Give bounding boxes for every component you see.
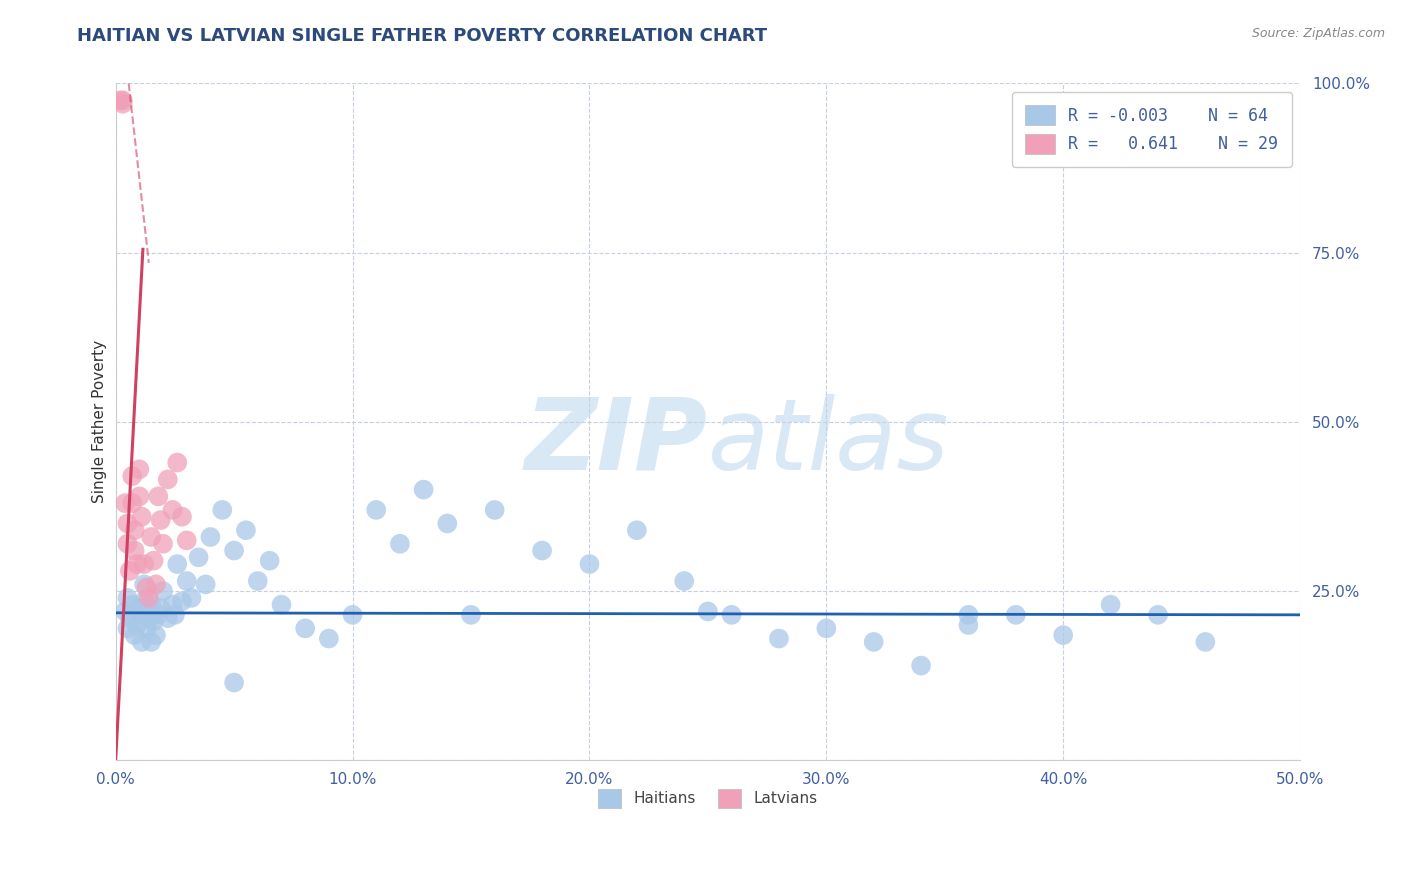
Point bbox=[111, 96, 134, 111]
Point bbox=[121, 598, 143, 612]
Point bbox=[342, 607, 364, 622]
Point bbox=[170, 509, 193, 524]
Point bbox=[149, 601, 172, 615]
Point bbox=[166, 456, 188, 470]
Point bbox=[176, 574, 198, 588]
Point bbox=[114, 604, 136, 618]
Point bbox=[121, 496, 143, 510]
Point bbox=[135, 621, 157, 635]
Point bbox=[246, 574, 269, 588]
Point bbox=[117, 516, 139, 531]
Point bbox=[696, 604, 718, 618]
Point bbox=[1005, 607, 1028, 622]
Point bbox=[211, 503, 233, 517]
Legend: Haitians, Latvians: Haitians, Latvians bbox=[592, 783, 824, 814]
Point bbox=[720, 607, 742, 622]
Point bbox=[142, 554, 165, 568]
Point bbox=[484, 503, 506, 517]
Point bbox=[436, 516, 458, 531]
Point bbox=[162, 503, 184, 517]
Point bbox=[194, 577, 217, 591]
Point bbox=[162, 598, 184, 612]
Point bbox=[131, 635, 153, 649]
Point bbox=[121, 469, 143, 483]
Point bbox=[149, 513, 172, 527]
Point bbox=[145, 577, 167, 591]
Point bbox=[128, 489, 150, 503]
Point bbox=[388, 537, 411, 551]
Point bbox=[1147, 607, 1170, 622]
Point bbox=[124, 523, 146, 537]
Point bbox=[128, 601, 150, 615]
Point bbox=[110, 94, 132, 108]
Point bbox=[148, 607, 170, 622]
Point bbox=[124, 543, 146, 558]
Point bbox=[145, 628, 167, 642]
Point bbox=[768, 632, 790, 646]
Point bbox=[141, 635, 163, 649]
Point bbox=[135, 581, 157, 595]
Point bbox=[270, 598, 292, 612]
Point bbox=[148, 489, 170, 503]
Point bbox=[176, 533, 198, 548]
Point bbox=[131, 509, 153, 524]
Point bbox=[117, 537, 139, 551]
Point bbox=[132, 557, 155, 571]
Point bbox=[460, 607, 482, 622]
Text: HAITIAN VS LATVIAN SINGLE FATHER POVERTY CORRELATION CHART: HAITIAN VS LATVIAN SINGLE FATHER POVERTY… bbox=[77, 27, 768, 45]
Point bbox=[156, 611, 179, 625]
Point bbox=[118, 564, 141, 578]
Point bbox=[152, 537, 174, 551]
Point bbox=[235, 523, 257, 537]
Point bbox=[117, 591, 139, 605]
Point bbox=[1099, 598, 1122, 612]
Point bbox=[578, 557, 600, 571]
Point bbox=[163, 607, 186, 622]
Point bbox=[117, 621, 139, 635]
Point bbox=[138, 591, 160, 605]
Point bbox=[142, 615, 165, 629]
Point bbox=[128, 607, 150, 622]
Point bbox=[166, 557, 188, 571]
Point bbox=[170, 594, 193, 608]
Point bbox=[1194, 635, 1216, 649]
Point bbox=[626, 523, 648, 537]
Point bbox=[125, 618, 148, 632]
Text: atlas: atlas bbox=[707, 393, 949, 491]
Point bbox=[128, 462, 150, 476]
Text: ZIP: ZIP bbox=[524, 393, 707, 491]
Point bbox=[531, 543, 554, 558]
Point bbox=[141, 530, 163, 544]
Point bbox=[294, 621, 316, 635]
Point bbox=[156, 473, 179, 487]
Point bbox=[957, 607, 980, 622]
Y-axis label: Single Father Poverty: Single Father Poverty bbox=[93, 341, 107, 503]
Point bbox=[200, 530, 222, 544]
Point bbox=[318, 632, 340, 646]
Point bbox=[910, 658, 932, 673]
Point bbox=[111, 94, 134, 108]
Point bbox=[412, 483, 434, 497]
Point bbox=[862, 635, 884, 649]
Point bbox=[1052, 628, 1074, 642]
Point bbox=[152, 584, 174, 599]
Point bbox=[187, 550, 209, 565]
Point bbox=[132, 594, 155, 608]
Point bbox=[259, 554, 281, 568]
Point bbox=[132, 577, 155, 591]
Point bbox=[815, 621, 838, 635]
Point bbox=[124, 628, 146, 642]
Point bbox=[138, 611, 160, 625]
Point bbox=[673, 574, 696, 588]
Point bbox=[957, 618, 980, 632]
Point bbox=[180, 591, 202, 605]
Point bbox=[366, 503, 388, 517]
Point bbox=[125, 557, 148, 571]
Point bbox=[118, 611, 141, 625]
Text: Source: ZipAtlas.com: Source: ZipAtlas.com bbox=[1251, 27, 1385, 40]
Point bbox=[141, 598, 163, 612]
Point bbox=[224, 543, 246, 558]
Point bbox=[114, 496, 136, 510]
Point bbox=[224, 675, 246, 690]
